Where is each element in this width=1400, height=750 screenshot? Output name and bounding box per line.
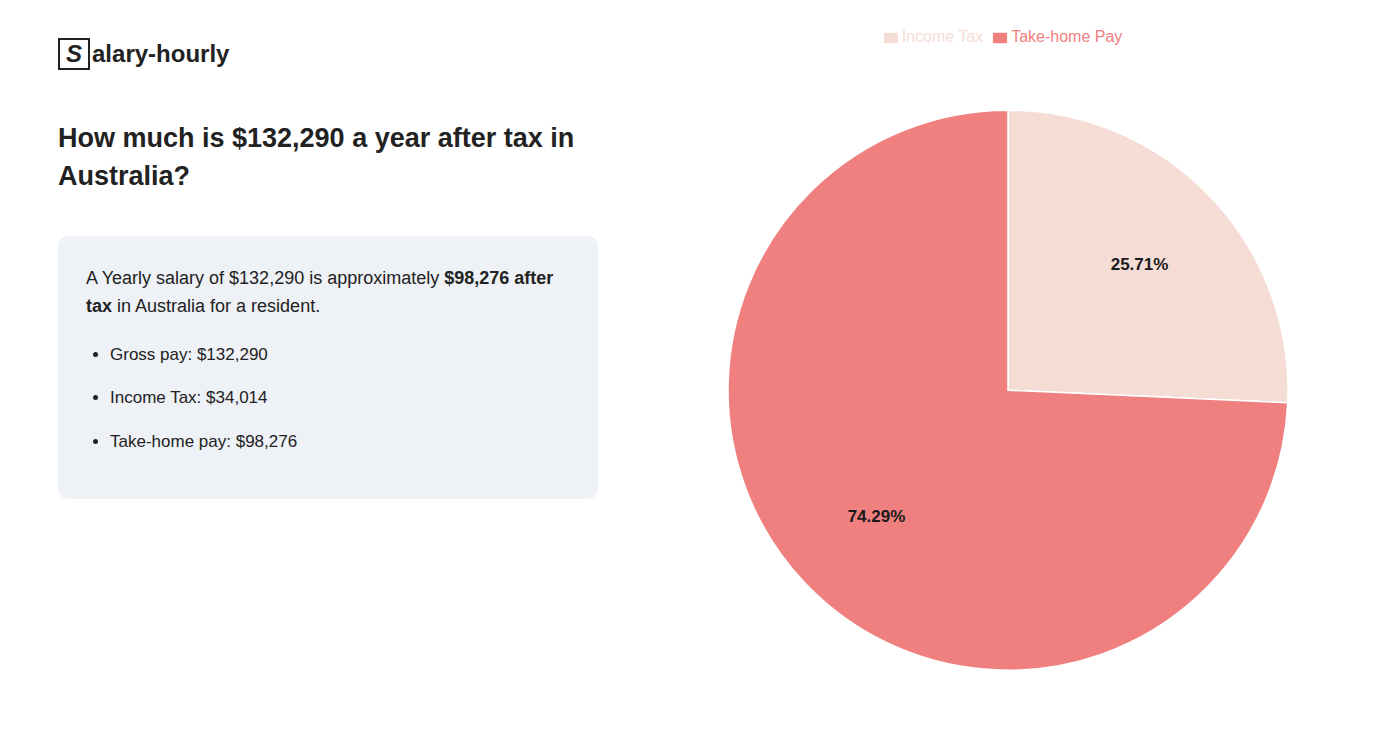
svg-text:25.71%: 25.71% <box>1111 255 1169 274</box>
html-text:Income Tax: Income Tax <box>901 28 984 45</box>
html-text:Take-home Pay: Take-home Pay <box>1011 28 1123 45</box>
html-text:Gross pay: $132,290: Gross pay: $132,290 <box>110 345 268 365</box>
html-text:Income Tax: $34,014: Income Tax: $34,014 <box>110 388 268 408</box>
html-text:S: S <box>66 40 82 67</box>
svg-text:74.29%: 74.29% <box>848 507 906 526</box>
html-text:A Yearly salary of $132,290 is: A Yearly salary of $132,290 is approxima… <box>86 267 554 317</box>
html-text:alary-hourly: alary-hourly <box>92 40 230 67</box>
html-text:How much is $132,290 a year af: How much is $132,290 a year after tax in… <box>58 123 575 191</box>
html-text:Take-home pay: $98,276: Take-home pay: $98,276 <box>110 431 298 451</box>
